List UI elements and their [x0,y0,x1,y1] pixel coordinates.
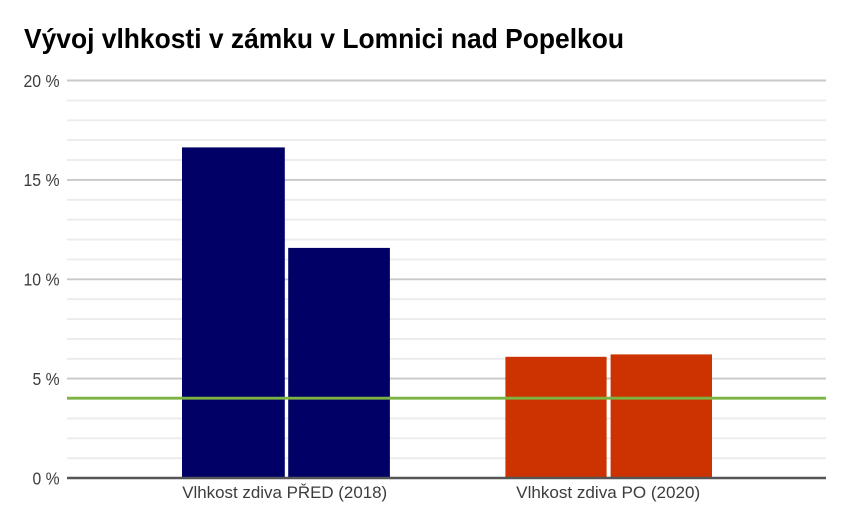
svg-text:Vlhkost zdiva PŘED (2018): Vlhkost zdiva PŘED (2018) [182,483,387,502]
svg-text:Vývoj vlhkosti v zámku v Lomni: Vývoj vlhkosti v zámku v Lomnici nad Pop… [24,23,624,54]
svg-text:0 %: 0 % [33,468,60,488]
svg-text:10 %: 10 % [24,270,60,290]
svg-text:Vlhkost zdiva PO (2020): Vlhkost zdiva PO (2020) [516,483,700,502]
svg-text:5 %: 5 % [33,369,60,389]
svg-text:20 %: 20 % [24,71,60,91]
svg-text:15 %: 15 % [24,170,60,190]
